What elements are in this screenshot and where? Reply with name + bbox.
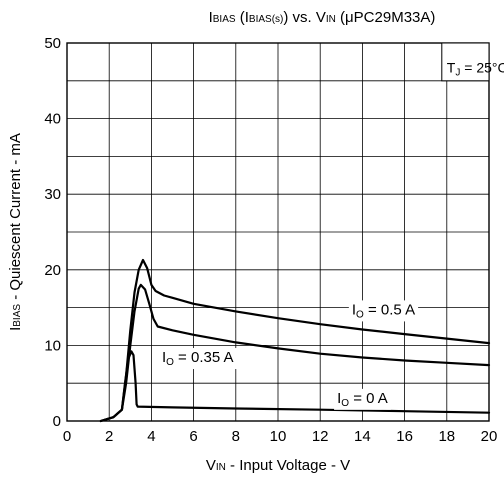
y-tick-label: 50 xyxy=(44,35,61,52)
y-axis-label: IBIAS - Quiescent Current - mA xyxy=(7,133,24,331)
x-tick-label: 16 xyxy=(396,428,413,445)
series-line-2 xyxy=(99,350,491,423)
grid xyxy=(67,43,489,421)
series-label-background xyxy=(348,300,419,322)
series-label-background xyxy=(334,388,391,410)
x-tick-label: 12 xyxy=(312,428,329,445)
condition-label: TJ = 25°C xyxy=(447,59,504,78)
x-tick-label: 14 xyxy=(354,428,371,445)
series-line-0 xyxy=(99,258,491,423)
series-layer xyxy=(99,258,491,423)
x-tick-label: 20 xyxy=(481,428,498,445)
chart-title: IBIAS (IBIAS(s)) vs. VIN (μPC29M33A) xyxy=(209,9,436,26)
series-label-io-0a: IO = 0 A xyxy=(337,390,388,409)
x-tick-label: 0 xyxy=(63,428,71,445)
y-tick-label: 0 xyxy=(53,413,61,430)
series-label-background xyxy=(158,348,237,370)
x-tick-label: 6 xyxy=(189,428,197,445)
y-tick-label: 10 xyxy=(44,337,61,354)
x-axis-label: VIN - Input Voltage - V xyxy=(206,457,350,474)
series-label-io-0-35a: IO = 0.35 A xyxy=(162,349,234,368)
series-labels: IO = 0.5 A IO = 0.35 A IO = 0 A xyxy=(158,300,419,410)
condition-box xyxy=(441,42,490,82)
y-tick-label: 40 xyxy=(44,111,61,128)
x-tick-label: 8 xyxy=(232,428,240,445)
plot-frame xyxy=(66,42,490,422)
x-tick-label: 10 xyxy=(270,428,287,445)
series-label-io-0-5a: IO = 0.5 A xyxy=(352,301,415,320)
x-tick-label: 4 xyxy=(147,428,155,445)
y-tick-label: 30 xyxy=(44,186,61,203)
tick-labels: 0 2 4 6 8 10 12 14 16 18 20 0 10 20 30 40 50 xyxy=(44,35,497,445)
x-tick-label: 2 xyxy=(105,428,113,445)
x-tick-label: 18 xyxy=(438,428,455,445)
y-tick-label: 20 xyxy=(44,262,61,279)
